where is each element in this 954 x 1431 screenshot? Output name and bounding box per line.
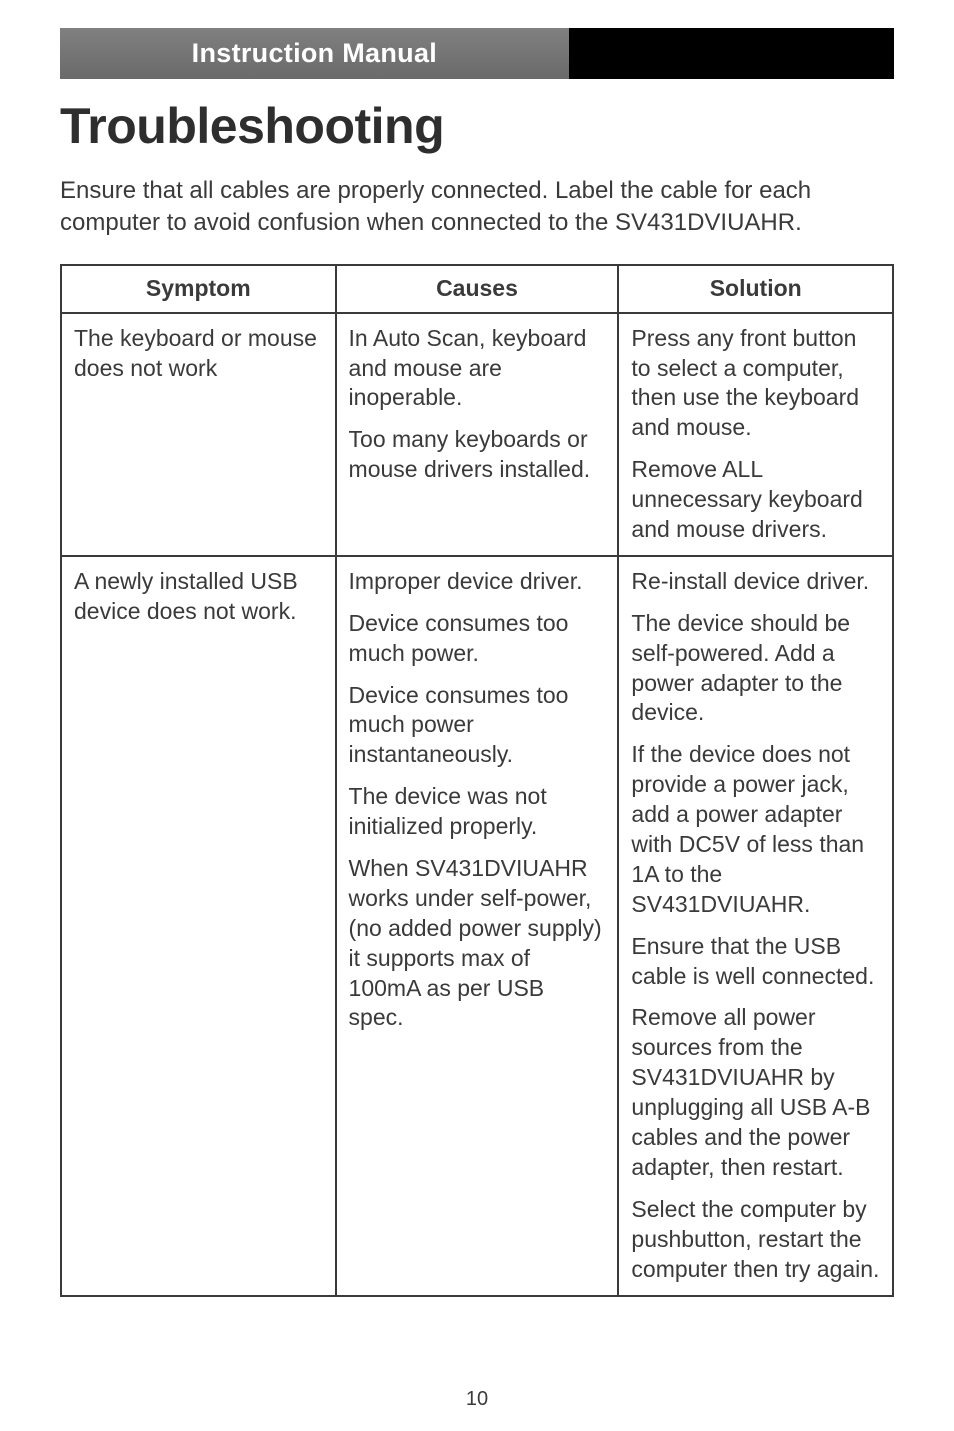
cause-text: In Auto Scan, keyboard and mouse are ino… (349, 324, 606, 414)
troubleshooting-table: Symptom Causes Solution The keyboard or … (60, 264, 894, 1297)
cause-text: When SV431DVIUAHR works under self-power… (349, 854, 606, 1033)
solution-text: Re-install device driver. (631, 567, 880, 597)
page-number: 10 (60, 1374, 894, 1411)
solution-text: The device should be self-powered. Add a… (631, 609, 880, 729)
solution-text: Ensure that the USB cable is well connec… (631, 932, 880, 992)
cause-text: Improper device driver. (349, 567, 606, 597)
cause-text: Device consumes too much power. (349, 609, 606, 669)
solution-text: Select the computer by pushbutton, resta… (631, 1195, 880, 1285)
symptom-text: The keyboard or mouse does not work (74, 324, 323, 384)
th-causes: Causes (336, 265, 619, 313)
cell-causes: In Auto Scan, keyboard and mouse are ino… (336, 313, 619, 556)
table-row: The keyboard or mouse does not work In A… (61, 313, 893, 556)
header-spacer (569, 28, 894, 79)
th-solution: Solution (618, 265, 893, 313)
solution-text: If the device does not provide a power j… (631, 740, 880, 919)
cell-solution: Press any front button to select a compu… (618, 313, 893, 556)
table-row: A newly installed USB device does not wo… (61, 556, 893, 1296)
cell-symptom: A newly installed USB device does not wo… (61, 556, 336, 1296)
page-title: Troubleshooting (60, 97, 894, 155)
cell-causes: Improper device driver. Device consumes … (336, 556, 619, 1296)
header-banner: Instruction Manual (60, 28, 569, 79)
cause-text: Device consumes too much power instantan… (349, 681, 606, 771)
cell-solution: Re-install device driver. The device sho… (618, 556, 893, 1296)
cause-text: Too many keyboards or mouse drivers inst… (349, 425, 606, 485)
header-bar: Instruction Manual (60, 28, 894, 79)
solution-text: Remove ALL unnecessary keyboard and mous… (631, 455, 880, 545)
intro-text: Ensure that all cables are properly conn… (60, 175, 894, 240)
cause-text: The device was not initialized properly. (349, 782, 606, 842)
th-symptom: Symptom (61, 265, 336, 313)
solution-text: Press any front button to select a compu… (631, 324, 880, 444)
cell-symptom: The keyboard or mouse does not work (61, 313, 336, 556)
symptom-text: A newly installed USB device does not wo… (74, 567, 323, 627)
solution-text: Remove all power sources from the SV431D… (631, 1003, 880, 1182)
